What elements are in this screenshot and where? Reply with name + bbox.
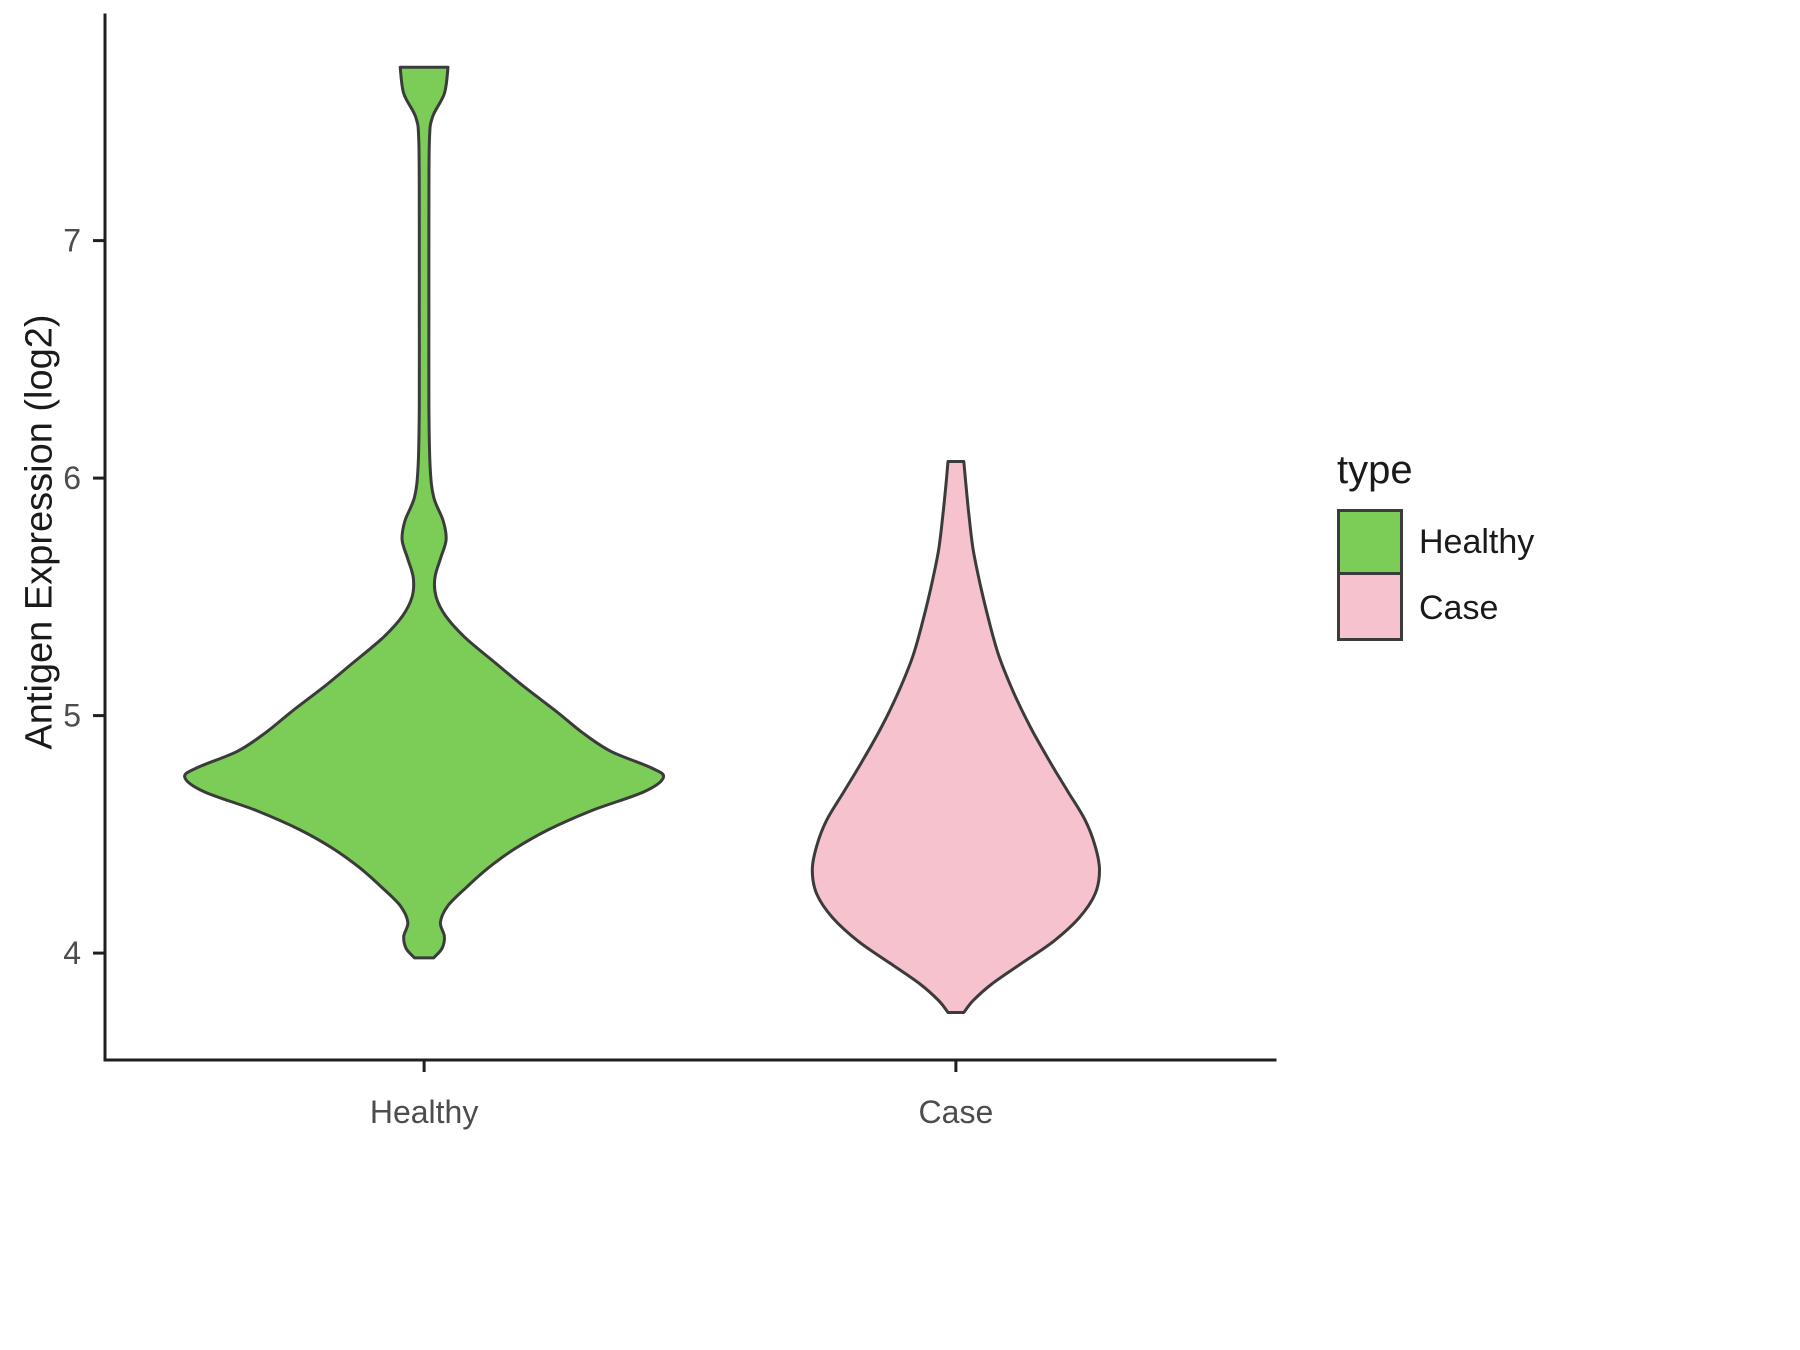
legend: type Healthy Case: [1337, 448, 1534, 641]
y-axis-title: Antigen Expression (log2): [18, 314, 61, 750]
x-tick-label: Case: [919, 1094, 994, 1130]
x-tick-label: Healthy: [370, 1094, 479, 1130]
legend-swatch-case-icon: [1337, 575, 1403, 641]
legend-swatch-healthy-icon: [1337, 509, 1403, 575]
y-tick-label: 4: [63, 935, 81, 971]
violin-healthy: [183, 65, 666, 960]
y-tick-label: 5: [63, 698, 81, 734]
legend-label-case: Case: [1419, 588, 1499, 627]
legend-label-healthy: Healthy: [1419, 522, 1535, 561]
axis-lines: [103, 13, 1277, 1062]
y-tick-label: 6: [63, 460, 81, 496]
legend-item-healthy: Healthy: [1337, 509, 1534, 575]
y-tick-label: 7: [63, 223, 81, 259]
legend-item-case: Case: [1337, 575, 1534, 641]
violin-case: [810, 460, 1101, 1014]
legend-title: type: [1337, 448, 1413, 492]
